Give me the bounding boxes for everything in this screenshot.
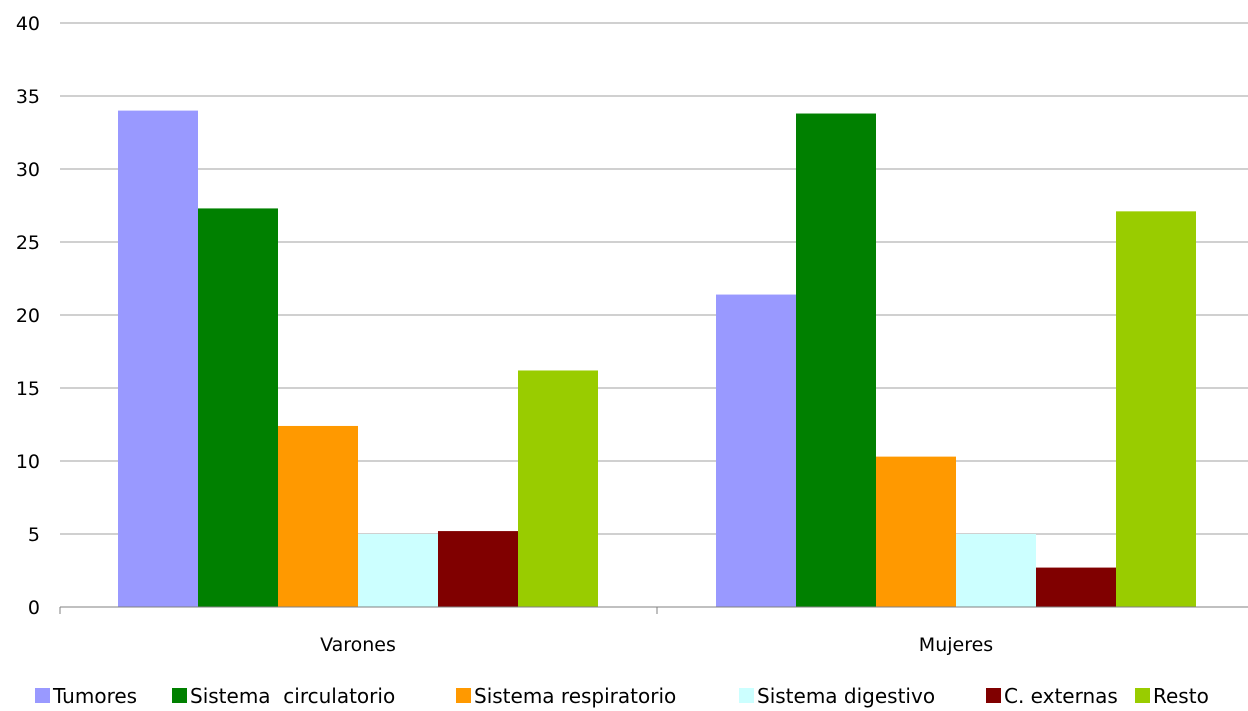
legend-swatch xyxy=(1135,688,1150,703)
legend-item[interactable]: Sistema respiratorio xyxy=(456,684,676,708)
bar xyxy=(118,110,198,607)
y-tick-label: 25 xyxy=(16,232,40,254)
legend-item[interactable]: Sistema circulatorio xyxy=(172,684,395,708)
bar xyxy=(438,531,518,607)
legend-item[interactable]: Resto xyxy=(1135,684,1209,708)
y-tick-label: 20 xyxy=(16,305,40,327)
y-tick-label: 0 xyxy=(28,597,40,619)
legend-item[interactable]: Sistema digestivo xyxy=(739,684,935,708)
y-tick-label: 10 xyxy=(16,451,40,473)
legend-swatch xyxy=(986,688,1001,703)
bars xyxy=(118,110,1196,608)
legend-label: Sistema respiratorio xyxy=(474,684,676,708)
y-tick-label: 30 xyxy=(16,159,40,181)
legend-swatch xyxy=(172,688,187,703)
y-axis-tick-labels: 0 5 10 15 20 25 30 35 40 xyxy=(16,13,40,619)
legend-label: C. externas xyxy=(1004,684,1118,708)
legend-label: Resto xyxy=(1153,684,1209,708)
category-labels: Varones Mujeres xyxy=(320,634,993,656)
y-tick-label: 40 xyxy=(16,13,40,35)
legend-swatch xyxy=(35,688,50,703)
legend-label: Sistema digestivo xyxy=(757,684,935,708)
x-axis xyxy=(59,606,1248,614)
category-label: Mujeres xyxy=(919,634,993,656)
category-label: Varones xyxy=(320,634,396,656)
y-tick-label: 5 xyxy=(28,524,40,546)
y-tick-label: 35 xyxy=(16,86,40,108)
bar xyxy=(796,113,876,608)
bar xyxy=(278,425,358,607)
bar xyxy=(358,534,438,607)
legend[interactable]: Tumores Sistema circulatorio Sistema respi… xyxy=(35,684,1209,708)
legend-swatch xyxy=(456,688,471,703)
bar xyxy=(1036,567,1116,607)
bar xyxy=(956,534,1036,607)
bar xyxy=(1116,211,1196,607)
bar xyxy=(876,456,956,607)
bar xyxy=(518,370,598,607)
bar xyxy=(198,208,278,608)
legend-swatch xyxy=(739,688,754,703)
legend-item[interactable]: C. externas xyxy=(986,684,1118,708)
legend-label: Tumores xyxy=(52,684,137,708)
bar xyxy=(716,294,796,607)
y-tick-label: 15 xyxy=(16,378,40,400)
legend-label: Sistema circulatorio xyxy=(190,684,395,708)
legend-item[interactable]: Tumores xyxy=(35,684,137,708)
